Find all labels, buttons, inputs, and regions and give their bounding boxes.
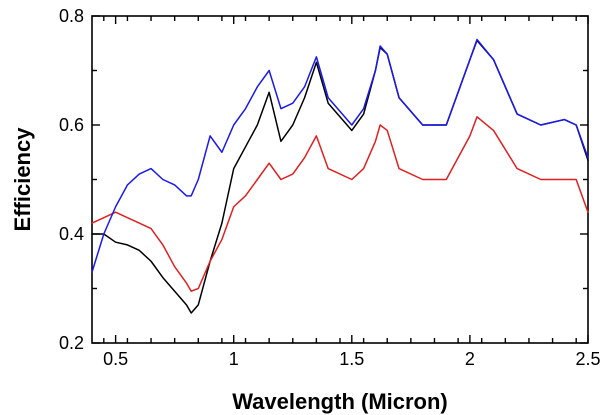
y-tick-label: 0.6: [59, 115, 84, 135]
x-tick-label: 1: [229, 349, 239, 369]
y-tick-label: 0.4: [59, 224, 84, 244]
series-line-3: [91, 38, 589, 273]
x-tick-label: 0.5: [103, 349, 128, 369]
x-tick-label: 2: [465, 349, 475, 369]
axes-layer: 0.5 1 1.5 2 2.5 0.2 0.4 0.6 0.8: [59, 6, 601, 369]
labels-layer: Wavelength (Micron) Efficiency: [10, 127, 448, 414]
plot-frame: [91, 15, 589, 344]
y-tick-label: 0.2: [59, 333, 84, 353]
x-tick-label: 1.5: [339, 349, 364, 369]
x-tick-label: 2.5: [575, 349, 600, 369]
y-tick-label: 0.8: [59, 6, 84, 26]
series-line-1: [91, 39, 589, 314]
series-line-2: [91, 116, 589, 292]
x-axis-title: Wavelength (Micron): [232, 389, 448, 414]
series-layer: [91, 38, 589, 314]
y-axis-title: Efficiency: [10, 127, 35, 232]
